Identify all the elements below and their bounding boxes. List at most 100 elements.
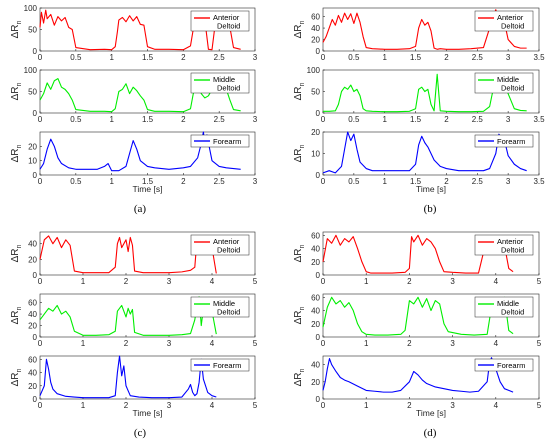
subplot-b-forearm: 0 0.5 1 1.5 2 2.5 3 3.5 0 10 20 ΔRn Forearm: [293, 128, 545, 186]
x-tick-label: 2.5: [472, 177, 484, 186]
y-axis-label: ΔRn: [10, 145, 23, 163]
panel-label-c: (c): [134, 427, 147, 439]
y-tick-label: 20: [311, 378, 320, 387]
x-tick-label: 1.5: [142, 177, 154, 186]
x-axis-label: Time [s]: [133, 184, 163, 194]
y-tick-label: 100: [307, 66, 321, 75]
y-tick-label: 60: [28, 299, 37, 308]
x-tick-label: 3.5: [533, 177, 545, 186]
series-line-middle: [39, 296, 217, 336]
y-axis-label: ΔRn: [10, 245, 23, 263]
legend-label: Forearm: [213, 137, 241, 146]
series-line-forearm: [39, 355, 217, 399]
y-tick-label: 60: [28, 355, 37, 364]
y-tick-label: 0: [33, 171, 38, 180]
y-tick-label: 40: [28, 310, 37, 319]
x-tick-label: 0.5: [348, 115, 360, 124]
x-tick-label: 1: [109, 53, 114, 62]
x-tick-label: 2: [444, 53, 449, 62]
x-tick-label: 4: [210, 339, 215, 348]
legend-label: Deltoid: [217, 308, 240, 317]
legend-label: Deltoid: [501, 22, 524, 31]
panel-label-a: (a): [134, 203, 147, 215]
x-tick-label: 5: [537, 277, 542, 286]
x-axis-label: Time [s]: [416, 184, 446, 194]
legend-label: Forearm: [213, 361, 241, 370]
axes-box-d-anterior: [322, 231, 540, 276]
x-tick-label: 4: [494, 277, 499, 286]
y-tick-label: 100: [24, 66, 38, 75]
y-tick-label: 0: [316, 171, 321, 180]
legend-box: [190, 234, 250, 256]
legend-box: [190, 134, 250, 148]
axes-box-c-anterior: [39, 231, 256, 276]
x-tick-label: 2: [181, 115, 186, 124]
x-tick-label: 2: [124, 339, 129, 348]
x-tick-label: 3: [167, 277, 172, 286]
panel-a: (a) 0 0.5 1 1.5 2 2.5 3050100ΔRnAnteriorDeltoi…: [10, 4, 258, 215]
legend-box: [474, 358, 534, 372]
legend-label: Middle: [497, 299, 519, 308]
legend-box: [190, 296, 250, 318]
x-tick-label: 3: [167, 339, 172, 348]
x-tick-label: 0.5: [348, 53, 360, 62]
x-tick-label: 1: [364, 339, 369, 348]
x-tick-label: 4: [210, 277, 215, 286]
legend-box: [474, 134, 534, 148]
legend-label: Anterior: [213, 13, 240, 22]
y-axis-label: ΔRn: [293, 307, 306, 325]
y-tick-label: 40: [311, 361, 320, 370]
x-tick-label: 0: [38, 177, 43, 186]
x-tick-label: 4: [210, 401, 215, 410]
x-tick-label: 1.5: [410, 115, 422, 124]
legend-label: Deltoid: [217, 84, 240, 93]
x-tick-label: 2: [407, 339, 412, 348]
legend-box: [190, 358, 250, 372]
panel-b: (b) 0 0.5 1 1.5 2 2.5 3 3.50204060ΔRnAnteriorDe…: [293, 7, 545, 215]
x-tick-label: 1.5: [142, 115, 154, 124]
y-tick-label: 0: [33, 333, 38, 342]
x-tick-label: 0: [321, 115, 326, 124]
y-tick-label: 40: [28, 369, 37, 378]
legend-label: Forearm: [497, 361, 525, 370]
y-axis-label: ΔRn: [10, 307, 23, 325]
axes-box-d-forearm: [322, 355, 540, 400]
x-tick-label: 0: [321, 177, 326, 186]
x-tick-label: 1: [81, 277, 86, 286]
x-tick-label: 2: [407, 277, 412, 286]
axes-box-c-forearm: [39, 355, 256, 400]
x-tick-label: 3.5: [533, 115, 545, 124]
legend-a-forearm: Forearm: [190, 134, 250, 148]
legend-box: [474, 72, 534, 94]
x-tick-label: 1.5: [410, 177, 422, 186]
legend-label: Deltoid: [217, 246, 240, 255]
x-tick-label: 5: [537, 401, 542, 410]
legend-label: Deltoid: [217, 22, 240, 31]
axes-box-c-middle: [39, 293, 256, 338]
x-tick-label: 1.5: [410, 53, 422, 62]
legend-label: Deltoid: [501, 308, 524, 317]
x-tick-label: 1.5: [142, 53, 154, 62]
x-tick-label: 3: [253, 177, 258, 186]
subplot-d-forearm: 0 1 2 3 4 5 0 20 40 ΔRn Forearm: [293, 355, 542, 410]
panel-label-b: (b): [424, 203, 437, 215]
y-tick-label: 100: [24, 4, 38, 13]
y-tick-label: 0: [33, 47, 38, 56]
legend-label: Middle: [497, 75, 519, 84]
x-tick-label: 1: [109, 115, 114, 124]
x-tick-label: 1: [109, 177, 114, 186]
x-tick-label: 2: [124, 277, 129, 286]
y-axis-label: ΔRn: [293, 369, 306, 387]
y-axis-label: ΔRn: [293, 145, 306, 163]
